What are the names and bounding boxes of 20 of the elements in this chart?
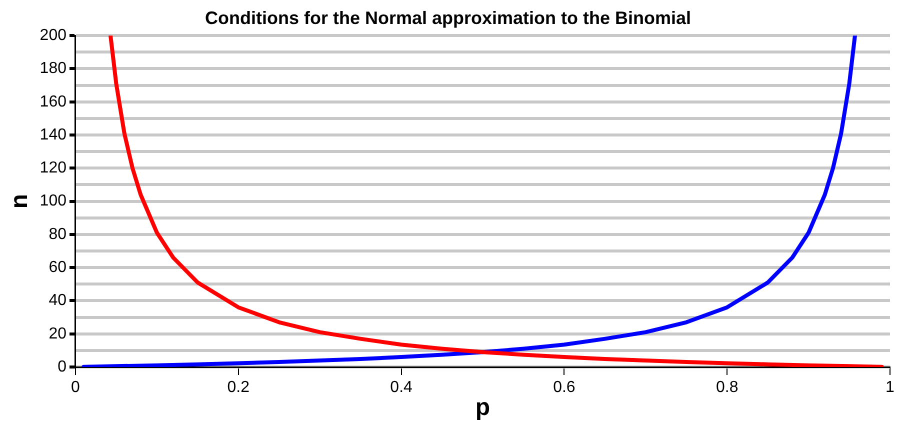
x-tick-label: 0 bbox=[71, 379, 80, 396]
y-tick-label: 60 bbox=[48, 258, 67, 276]
y-tick-label: 180 bbox=[40, 60, 67, 78]
y-tick-label: 0 bbox=[58, 358, 67, 376]
y-tick-label: 80 bbox=[48, 226, 67, 243]
y-tick-label: 20 bbox=[48, 325, 67, 342]
y-tick-label: 100 bbox=[40, 192, 67, 210]
x-tick-label: 0.8 bbox=[716, 379, 738, 396]
x-tick-label: 0.6 bbox=[553, 379, 576, 396]
chart-title: Conditions for the Normal approximation to the Binomial bbox=[204, 8, 692, 28]
x-tick-label: 0.2 bbox=[227, 379, 250, 396]
x-tick-label: 1 bbox=[886, 379, 895, 396]
x-tick-label: 0.4 bbox=[390, 379, 413, 396]
y-tick-label: 120 bbox=[40, 160, 67, 177]
y-tick-label: 140 bbox=[40, 126, 67, 144]
y-tick-label: 40 bbox=[48, 292, 67, 310]
y-tick-label: 160 bbox=[40, 93, 67, 110]
y-axis-title: n bbox=[6, 194, 34, 209]
y-tick-label: 200 bbox=[40, 27, 67, 44]
x-axis-title: p bbox=[475, 394, 490, 422]
